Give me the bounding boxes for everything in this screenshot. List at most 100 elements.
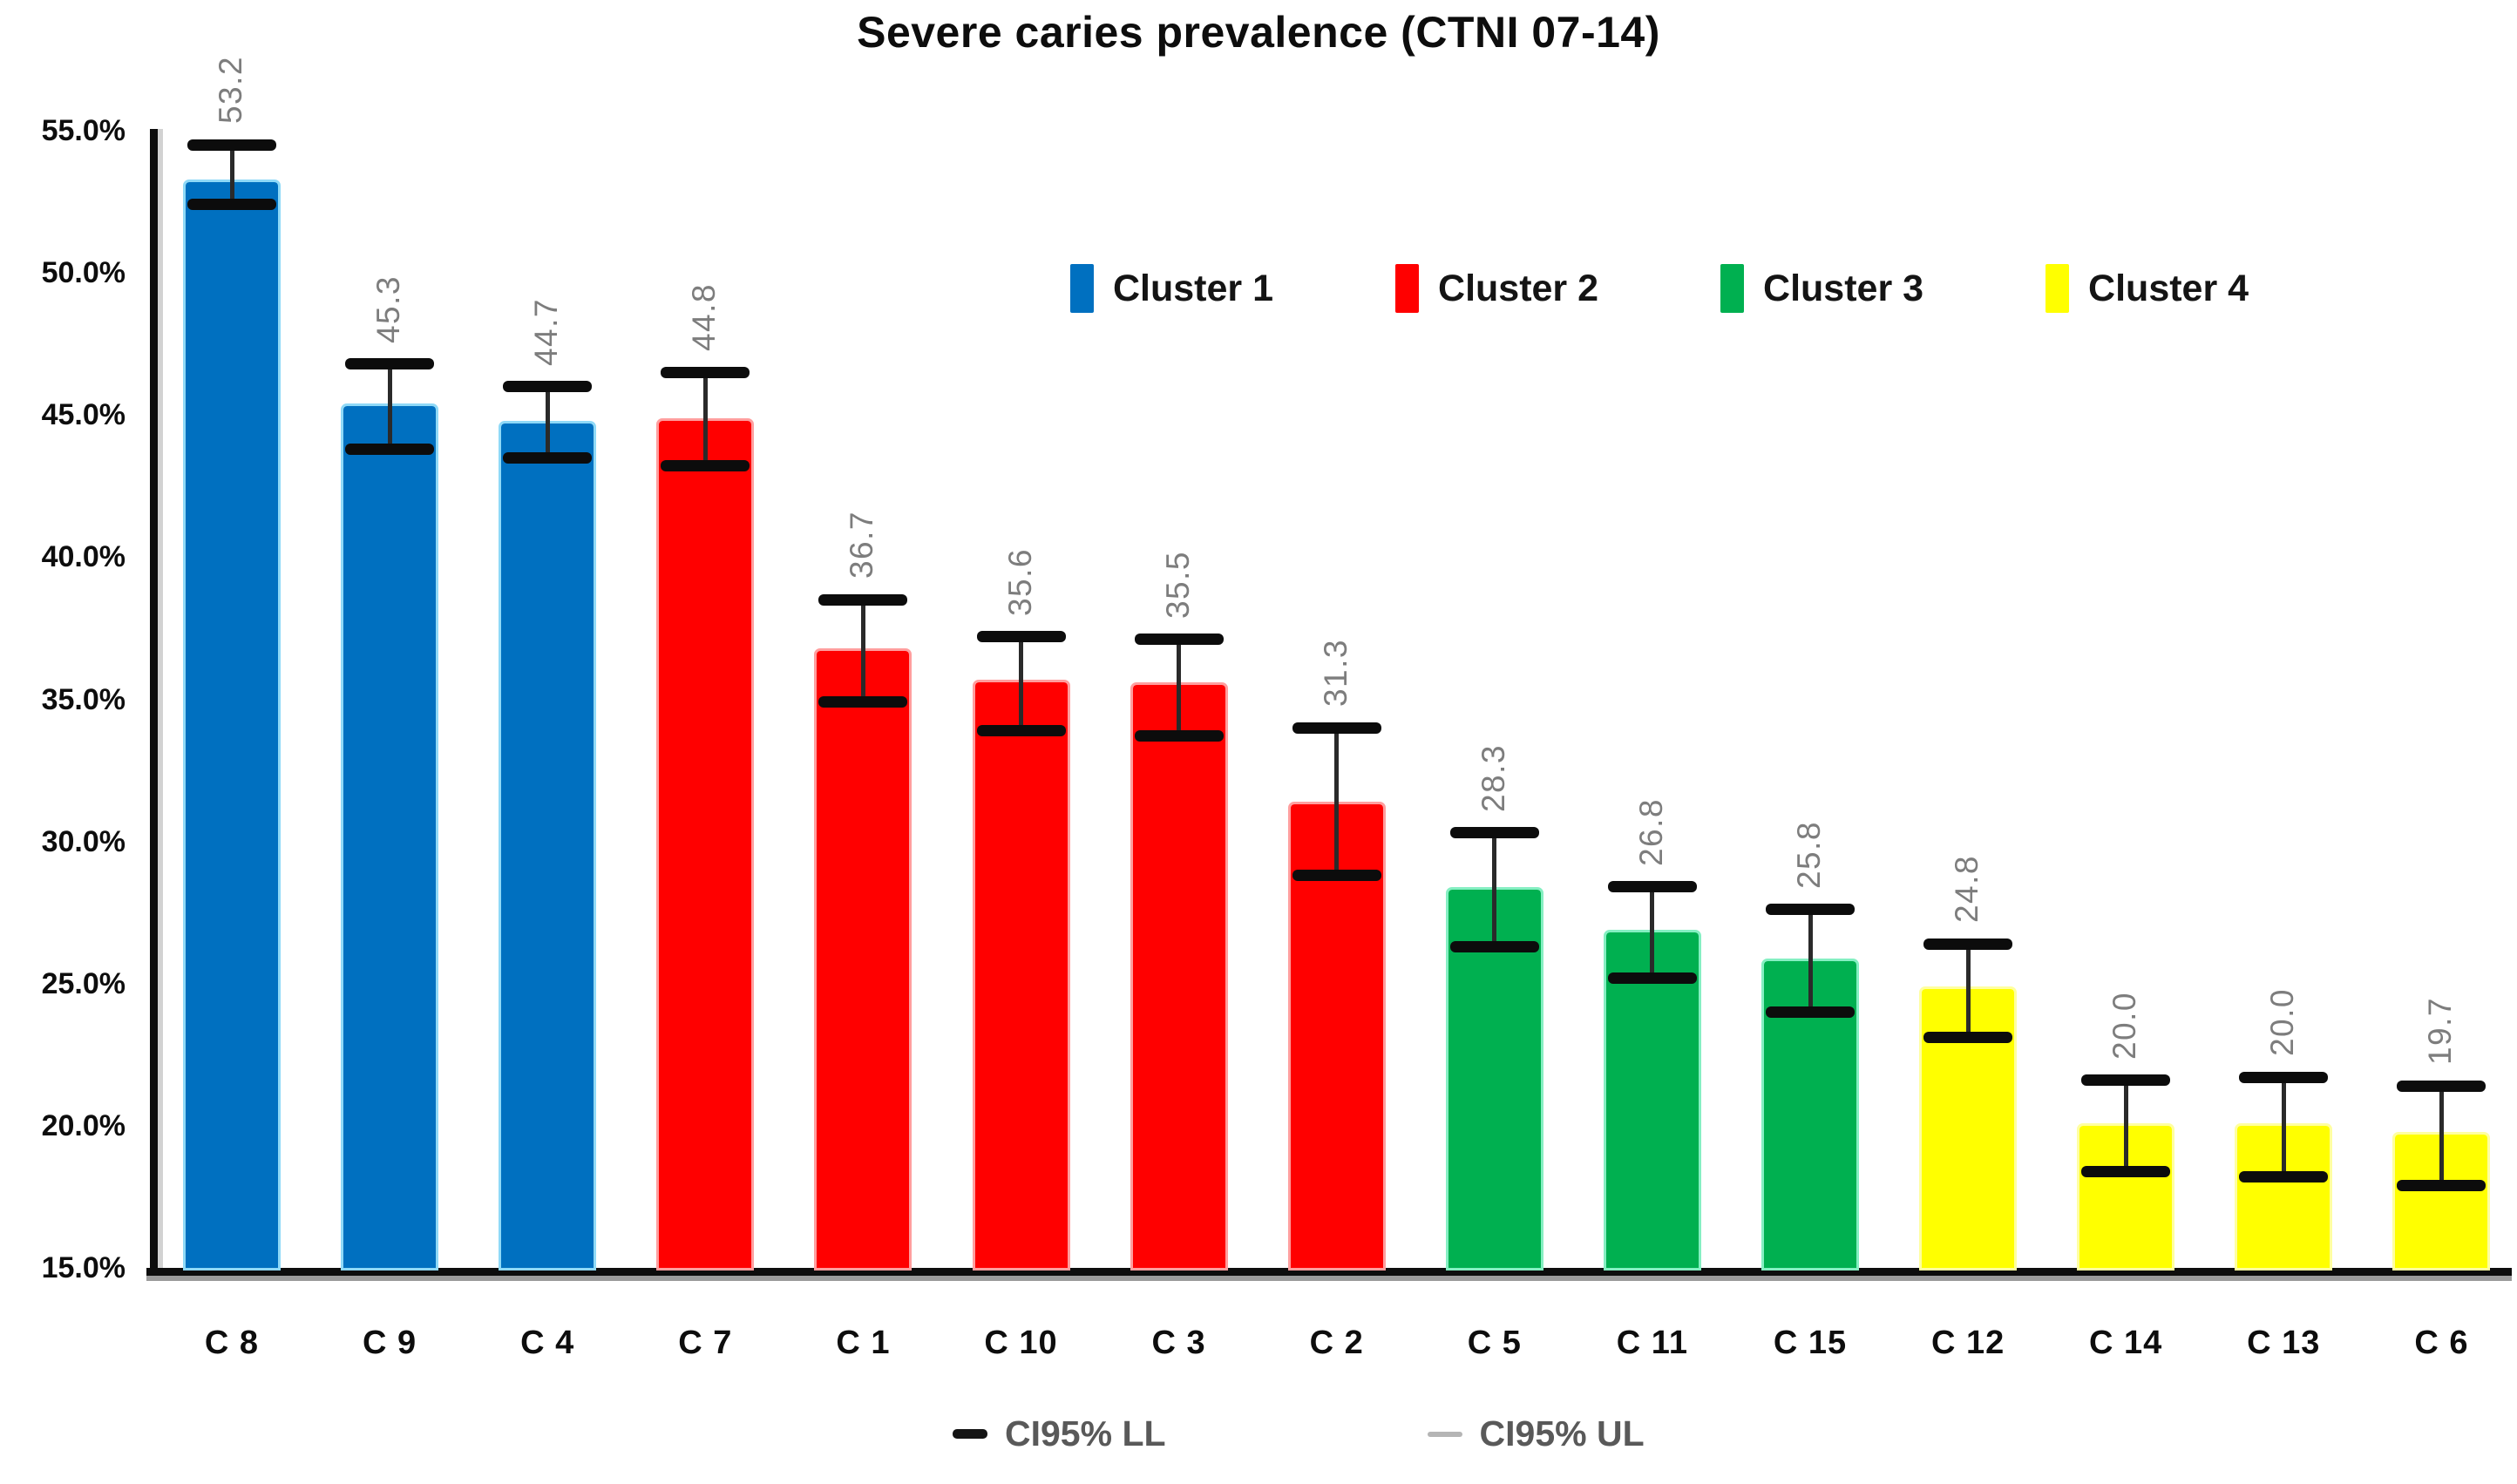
error-bar-connector <box>702 372 708 466</box>
error-bar-ll-cap <box>1134 730 1224 742</box>
y-tick-label: 25.0% <box>41 966 126 1000</box>
legend-item: Cluster 1 <box>1070 264 1273 313</box>
bar-c4 <box>499 421 597 1271</box>
cluster-legend: Cluster 1 Cluster 2 Cluster 3 Cluster 4 <box>1070 264 2249 313</box>
y-tick-label: 35.0% <box>41 682 126 716</box>
error-bar-connector <box>229 145 234 205</box>
ci-legend-item: CI95% LL <box>953 1413 1166 1454</box>
ci-legend-label: CI95% LL <box>1005 1413 1166 1454</box>
error-bar-connector <box>2281 1077 2286 1177</box>
error-bar-ul-cap <box>818 593 908 606</box>
x-axis-line <box>146 1268 2512 1276</box>
error-bar-ul-cap <box>1607 881 1697 893</box>
bar-value-label: 35.6 <box>1001 547 1038 616</box>
ci-legend-item: CI95% UL <box>1427 1413 1645 1454</box>
ci-dash-icon <box>953 1429 987 1439</box>
error-bar-ul-cap <box>187 139 276 151</box>
bar-value-label: 24.8 <box>1949 855 1985 924</box>
error-bar-connector <box>2439 1086 2444 1186</box>
bar-c9 <box>341 403 439 1271</box>
legend-item: Cluster 2 <box>1395 264 1598 313</box>
y-axis-line <box>150 129 158 1276</box>
error-bar-ul-cap <box>661 366 750 378</box>
legend-item: Cluster 3 <box>1720 264 1923 313</box>
x-tick-label: C 1 <box>836 1325 891 1361</box>
error-bar-ul-cap <box>1292 722 1381 734</box>
error-bar-ul-cap <box>2239 1071 2329 1083</box>
y-tick-label: 55.0% <box>41 114 126 147</box>
bar-value-label: 36.7 <box>844 511 880 579</box>
legend-swatch <box>2045 264 2070 313</box>
error-bar-ll-cap <box>2397 1179 2486 1191</box>
bar-c10 <box>972 679 1070 1271</box>
legend-swatch <box>1720 264 1745 313</box>
bar-value-label: 25.8 <box>1791 820 1827 889</box>
error-bar-connector <box>387 363 392 450</box>
x-tick-label: C 11 <box>1616 1325 1688 1361</box>
y-tick-label: 45.0% <box>41 398 126 432</box>
legend-swatch <box>1070 264 1094 313</box>
bar-value-label: 44.8 <box>686 283 723 352</box>
legend-swatch <box>1395 264 1420 313</box>
error-bar-ul-cap <box>2397 1080 2486 1092</box>
bar-c2 <box>1287 802 1386 1271</box>
x-tick-label: C 4 <box>520 1325 575 1361</box>
bar-value-label: 28.3 <box>1475 743 1511 812</box>
error-bar-ll-cap <box>1766 1006 1855 1018</box>
error-bar-ul-cap <box>2081 1074 2171 1087</box>
y-tick-label: 40.0% <box>41 540 126 574</box>
error-bar-connector <box>2123 1080 2128 1172</box>
y-tick-label: 30.0% <box>41 824 126 858</box>
ci-legend: CI95% LL CI95% UL <box>953 1413 1645 1454</box>
error-bar-ll-cap <box>976 724 1066 736</box>
error-bar-connector <box>1650 886 1655 979</box>
x-tick-label: C 15 <box>1773 1325 1848 1361</box>
error-bar-ll-cap <box>2239 1171 2329 1183</box>
bar-value-label: 44.7 <box>528 297 565 366</box>
error-bar-ll-cap <box>1449 940 1539 952</box>
y-tick-label: 20.0% <box>41 1108 126 1142</box>
bar-value-label: 20.0 <box>2107 991 2143 1060</box>
bar-value-label: 26.8 <box>1632 797 1669 866</box>
x-tick-label: C 6 <box>2414 1325 2469 1361</box>
x-tick-label: C 12 <box>1930 1325 2005 1361</box>
error-bar-connector <box>1334 728 1340 876</box>
bar-value-label: 19.7 <box>2422 997 2459 1066</box>
error-bar-ll-cap <box>818 696 908 708</box>
bar-value-label: 53.2 <box>213 56 248 125</box>
legend-label: Cluster 3 <box>1763 267 1924 309</box>
error-bar-ul-cap <box>1766 904 1855 916</box>
error-bar-ll-cap <box>345 443 435 455</box>
x-tick-label: C 5 <box>1467 1325 1522 1361</box>
error-bar-connector <box>1808 909 1813 1013</box>
x-tick-label: C 13 <box>2247 1325 2321 1361</box>
error-bar-ul-cap <box>976 631 1066 643</box>
x-tick-label: C 9 <box>363 1325 417 1361</box>
error-bar-connector <box>1965 944 1971 1038</box>
bar-value-label: 20.0 <box>2264 988 2301 1057</box>
error-bar-ul-cap <box>1449 827 1539 839</box>
x-tick-label: C 10 <box>984 1325 1058 1361</box>
error-bar-ul-cap <box>345 358 435 370</box>
y-tick-label: 50.0% <box>41 256 126 290</box>
chart-title: Severe caries prevalence (CTNI 07-14) <box>857 8 1660 57</box>
error-bar-ll-cap <box>503 451 593 464</box>
bar-c11 <box>1603 930 1701 1271</box>
bar-c8 <box>183 179 281 1271</box>
error-bar-ll-cap <box>1292 870 1381 882</box>
x-tick-label: C 2 <box>1309 1325 1364 1361</box>
legend-label: Cluster 1 <box>1113 267 1274 309</box>
error-bar-ll-cap <box>1607 972 1697 984</box>
legend-label: Cluster 4 <box>2088 267 2249 309</box>
legend-label: Cluster 2 <box>1438 267 1599 309</box>
error-bar-connector <box>1177 639 1182 736</box>
bar-c5 <box>1445 887 1543 1271</box>
bar-c7 <box>656 417 755 1271</box>
error-bar-ll-cap <box>1923 1032 2013 1044</box>
x-tick-label: C 3 <box>1151 1325 1206 1361</box>
error-bar-ul-cap <box>1134 634 1224 646</box>
y-tick-label: 15.0% <box>41 1251 126 1284</box>
bar-c1 <box>814 648 912 1271</box>
legend-item: Cluster 4 <box>2045 264 2249 313</box>
